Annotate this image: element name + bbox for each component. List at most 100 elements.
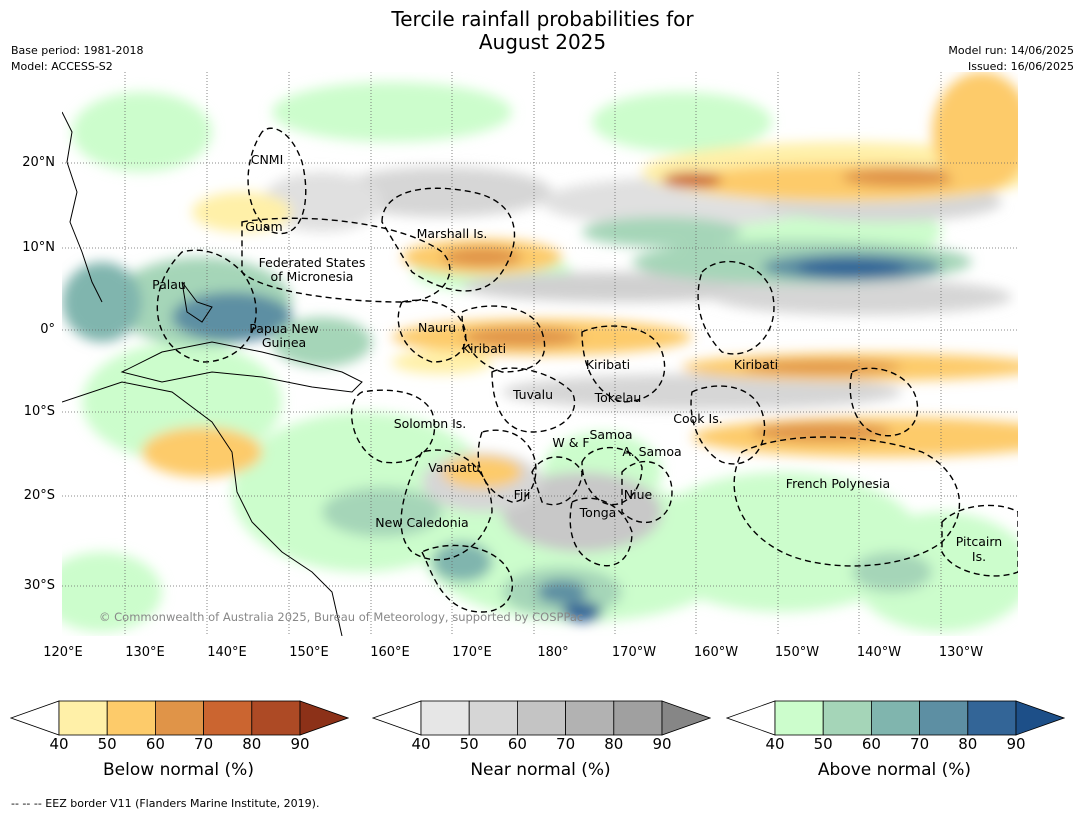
region-label: Marshall Is. (417, 226, 488, 241)
base-period: Base period: 1981-2018 (11, 44, 144, 57)
colorbar-segment (106, 700, 156, 736)
colorbar-title: Below normal (%) (103, 760, 254, 780)
colorbar-tick-label: 50 (459, 735, 479, 753)
colorbar-tick-label: 40 (765, 735, 785, 753)
colorbar-tick-label: 80 (242, 735, 262, 753)
colorbar-tick-label: 70 (194, 735, 214, 753)
colorbar-tick-label: 90 (1006, 735, 1026, 753)
region-label: Federated States (259, 255, 366, 270)
near-normal-colorbar (372, 700, 711, 736)
colorbar-over-triangle (299, 700, 349, 736)
longitude-tick-label: 160°W (693, 645, 739, 660)
below-normal-colorbar (10, 700, 349, 736)
region-label: Nauru (418, 320, 456, 335)
eez-footnote: -- -- -- EEZ border V11 (Flanders Marine… (11, 797, 320, 810)
coastlines (62, 111, 363, 636)
region-label: Vanuatu (428, 460, 480, 475)
colorbar-tick-label: 90 (652, 735, 672, 753)
colorbar-under-triangle (372, 700, 422, 736)
region-label: Solomon Is. (394, 416, 467, 431)
region-label: Kiribati (586, 357, 630, 372)
colorbar-segment (516, 700, 566, 736)
longitude-tick-label: 170°W (611, 645, 657, 660)
colorbar-segment (58, 700, 108, 736)
longitude-tick-label: 160°E (370, 645, 410, 660)
colorbar-title: Above normal (%) (817, 760, 972, 780)
map-title-line2: August 2025 (478, 30, 607, 54)
region-label: W & F (552, 435, 589, 450)
longitude-tick-label: 170°E (452, 645, 492, 660)
region-label: Kiribati (462, 341, 506, 356)
longitude-tick-label: 140°W (856, 645, 902, 660)
longitude-tick-label: 120°E (43, 645, 83, 660)
colorbar-segment (919, 700, 969, 736)
above-normal-colorbar (726, 700, 1065, 736)
latitude-tick-label: 10°N (22, 240, 55, 255)
eez-borders (156, 127, 1018, 613)
colorbar-tick-label: 80 (604, 735, 624, 753)
colorbar-segment (613, 700, 663, 736)
region-label: French Polynesia (786, 476, 890, 491)
graticule (62, 72, 1018, 636)
colorbar-tick-label: 70 (910, 735, 930, 753)
probability-field (62, 72, 1018, 632)
region-label: Papua New (249, 321, 318, 336)
colorbar-tick-label: 40 (411, 735, 431, 753)
map-title-line1: Tercile rainfall probabilities for (391, 7, 694, 31)
longitude-tick-label: 150°W (774, 645, 820, 660)
region-label: Cook Is. (673, 411, 722, 426)
colorbar-segment (565, 700, 615, 736)
latitude-tick-label: 20°N (22, 155, 55, 170)
issued-date: Issued: 16/06/2025 (967, 60, 1074, 73)
region-label: Kiribati (734, 357, 778, 372)
region-label: Samoa (589, 427, 632, 442)
latitude-tick-label: 30°S (23, 578, 55, 593)
colorbar-tick-label: 60 (145, 735, 165, 753)
region-label: Niue (624, 487, 653, 502)
colorbar-title: Near normal (%) (470, 760, 611, 780)
model-run: Model run: 14/06/2025 (948, 44, 1074, 57)
longitude-tick-label: 130°W (938, 645, 984, 660)
region-label: Tokelau (594, 390, 642, 405)
colorbar-segment (870, 700, 920, 736)
copyright-text: © Commonwealth of Australia 2025, Bureau… (99, 610, 583, 624)
region-label: Is. (972, 549, 986, 564)
colorbar-segment (203, 700, 253, 736)
colorbar-over-triangle (661, 700, 711, 736)
region-label: Fiji (514, 487, 531, 502)
longitude-tick-label: 130°E (125, 645, 165, 660)
region-label: of Micronesia (271, 269, 354, 284)
colorbar-segment (154, 700, 204, 736)
region-label: Guinea (262, 335, 306, 350)
colorbar-tick-label: 70 (556, 735, 576, 753)
longitude-tick-label: 140°E (207, 645, 247, 660)
colorbar-tick-label: 50 (97, 735, 117, 753)
latitude-tick-label: 0° (40, 322, 55, 337)
colorbar-segment (822, 700, 872, 736)
longitude-tick-label: 150°E (289, 645, 329, 660)
region-label: Tonga (579, 505, 617, 520)
model-name: Model: ACCESS-S2 (11, 60, 113, 73)
latitude-tick-label: 10°S (23, 404, 55, 419)
colorbar-tick-label: 40 (49, 735, 69, 753)
region-label: A. Samoa (622, 444, 681, 459)
region-label: Pitcairn (956, 534, 1002, 549)
colorbar-segment (468, 700, 518, 736)
region-label: New Caledonia (375, 515, 468, 530)
region-label: Palau (152, 277, 186, 292)
colorbar-under-triangle (726, 700, 776, 736)
colorbar-under-triangle (10, 700, 60, 736)
colorbar-tick-label: 50 (813, 735, 833, 753)
latitude-tick-label: 20°S (23, 488, 55, 503)
colorbar-tick-label: 60 (861, 735, 881, 753)
colorbar-segment (967, 700, 1017, 736)
colorbar-tick-label: 80 (958, 735, 978, 753)
region-label: Guam (245, 219, 282, 234)
colorbar-segment (251, 700, 301, 736)
colorbar-tick-label: 90 (290, 735, 310, 753)
colorbar-segment (420, 700, 470, 736)
region-label: Tuvalu (512, 387, 553, 402)
colorbar-over-triangle (1015, 700, 1065, 736)
colorbar-segment (774, 700, 824, 736)
